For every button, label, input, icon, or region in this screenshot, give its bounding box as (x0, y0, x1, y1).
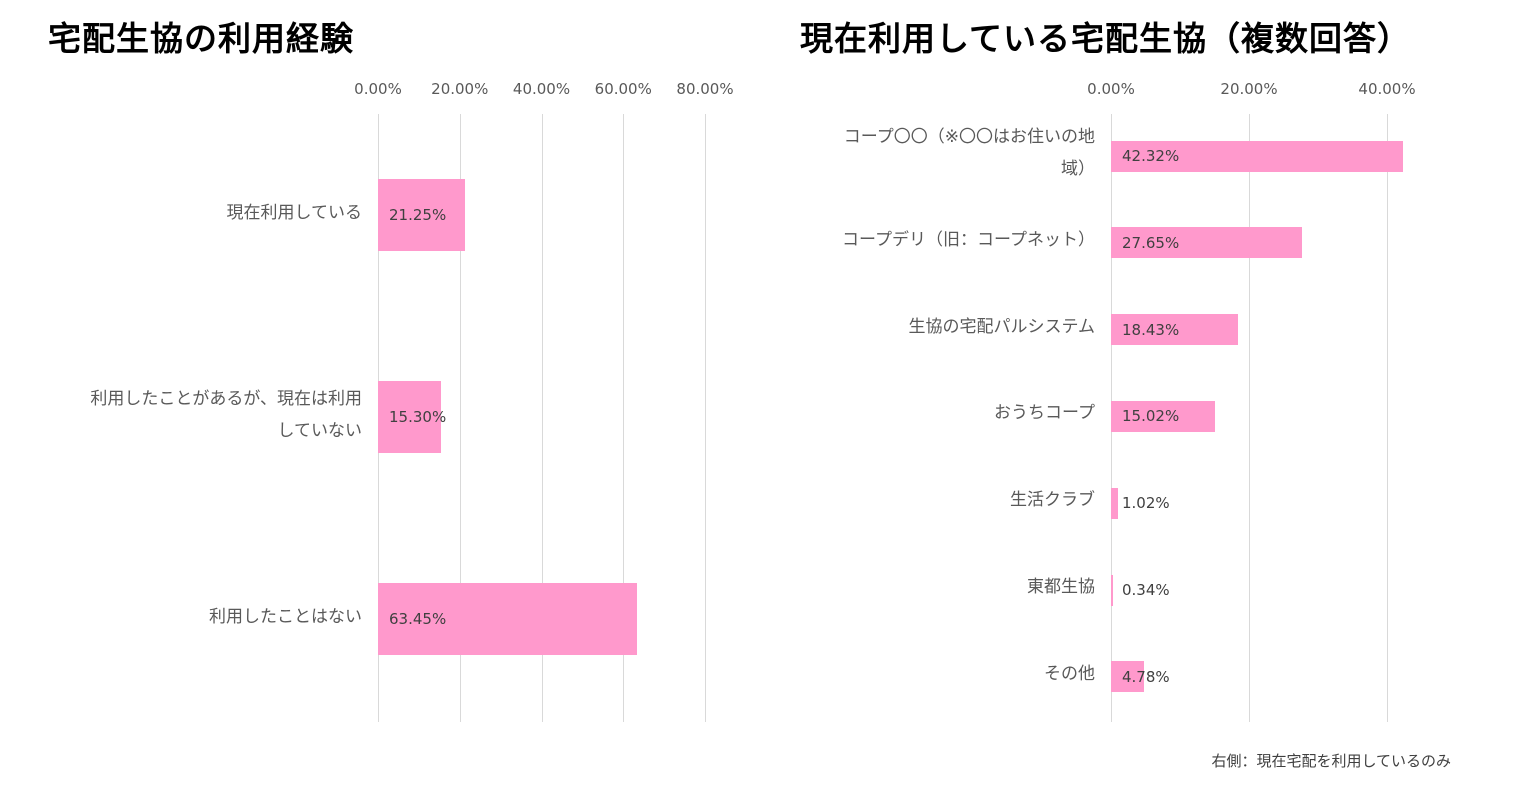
bar (1111, 661, 1144, 693)
data-label: 15.30% (389, 408, 447, 426)
category-label: 東都生協 (1027, 577, 1095, 597)
category-label: おうちコープ (994, 403, 1095, 424)
data-label: 18.43% (1122, 320, 1180, 339)
gridline (1249, 114, 1250, 722)
data-label: 63.45% (389, 610, 447, 628)
bar (1111, 140, 1403, 172)
footnote: 右側：現在宅配を利用しているのみ (1211, 752, 1451, 770)
category-label: 利用したことがあるが、現在は利用 していない (90, 389, 362, 441)
x-tick-label: 40.00% (1358, 80, 1416, 98)
bar (1111, 227, 1302, 259)
data-label: 21.25% (389, 206, 447, 224)
x-tick-label: 0.00% (354, 80, 402, 98)
bar (1111, 314, 1239, 346)
category-label: 生協の宅配パルシステム (908, 316, 1096, 337)
data-label: 4.78% (1122, 667, 1170, 686)
category-label: コープデリ（旧：コープネット） (842, 229, 1095, 250)
x-tick-label: 0.00% (1087, 80, 1135, 98)
gridline (705, 114, 706, 722)
bar (378, 583, 638, 655)
category-label: 現在利用している (226, 203, 363, 223)
gridline (1387, 114, 1388, 722)
x-tick-label: 60.00% (594, 80, 652, 98)
bar (378, 179, 465, 251)
data-label: 15.02% (1122, 407, 1180, 426)
category-label: 利用したことはない (209, 607, 362, 627)
right-chart-title: 現在利用している宅配生協（複数回答） (800, 19, 1412, 58)
gridline (459, 114, 461, 722)
gridline (623, 114, 625, 722)
x-tick-label: 40.00% (512, 80, 571, 98)
category-label: 生活クラブ (1010, 490, 1095, 511)
data-label: 0.34% (1122, 581, 1170, 599)
gridline (541, 114, 543, 722)
data-label: 42.32% (1122, 147, 1180, 165)
category-label: その他 (1044, 663, 1095, 684)
bar (378, 381, 441, 453)
bar (1111, 574, 1114, 606)
left-chart-title: 宅配生協の利用経験 (48, 19, 354, 58)
bar (1111, 400, 1215, 432)
x-tick-label: 20.00% (1220, 80, 1278, 98)
data-label: 1.02% (1122, 494, 1170, 513)
category-label: コープ〇〇（※〇〇はお住いの地 域） (843, 127, 1095, 179)
data-label: 27.65% (1122, 233, 1180, 252)
x-tick-label: 80.00% (676, 80, 734, 98)
x-tick-label: 20.00% (431, 80, 489, 98)
bar (1111, 487, 1119, 519)
